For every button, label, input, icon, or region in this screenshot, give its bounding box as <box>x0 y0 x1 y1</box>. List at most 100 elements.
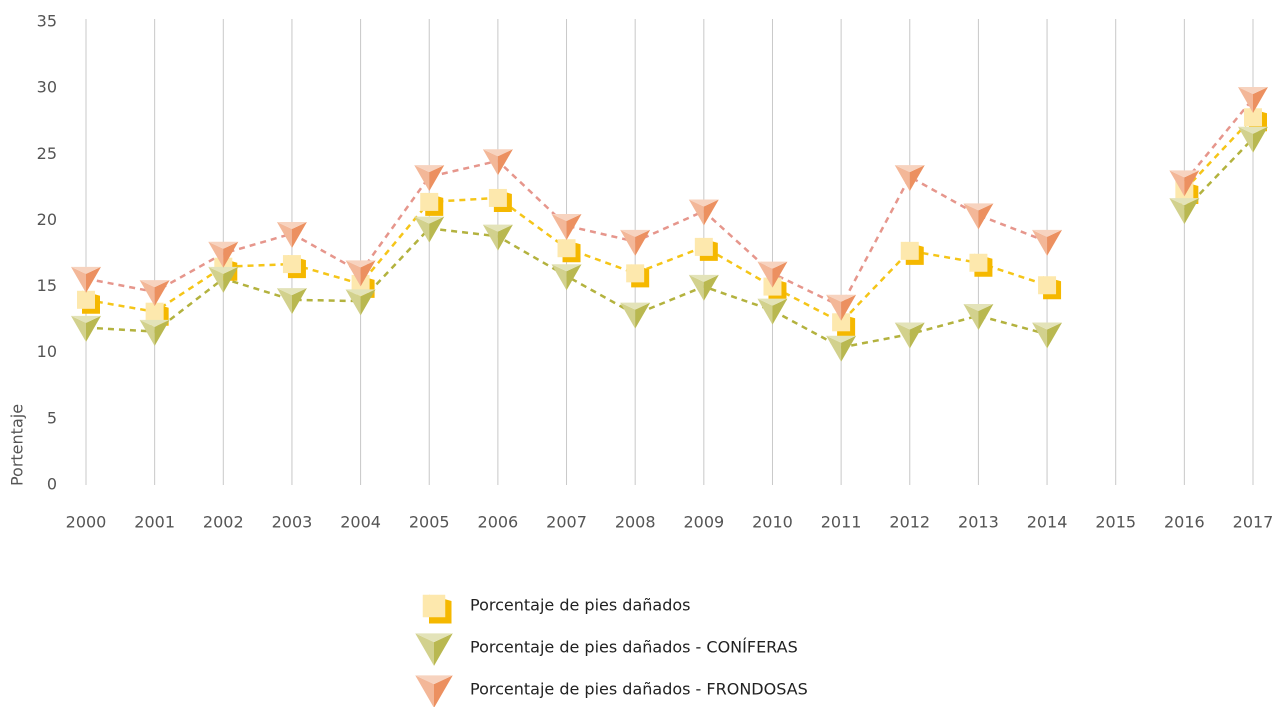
marker-right <box>635 302 651 329</box>
marker-right <box>434 633 453 666</box>
marker-right <box>566 264 582 291</box>
marker-left <box>826 335 842 362</box>
triangle-marker <box>345 289 376 316</box>
series-line <box>85 116 1254 324</box>
marker-left <box>208 241 224 268</box>
marker-top <box>1169 198 1200 206</box>
square-marker <box>626 264 650 288</box>
marker-left <box>551 264 567 291</box>
marker-right <box>429 216 445 243</box>
marker-right <box>566 214 582 241</box>
triangle-marker <box>71 315 101 342</box>
marker-top <box>276 221 307 229</box>
marker-right <box>909 322 925 349</box>
marker-top <box>1169 170 1200 178</box>
triangle-marker <box>620 302 651 329</box>
marker-face <box>77 290 95 309</box>
marker-right <box>154 319 170 346</box>
marker-left <box>482 149 498 176</box>
y-tick-label: 30 <box>37 78 57 97</box>
marker-right <box>772 298 788 325</box>
marker-right <box>86 315 101 342</box>
marker-right <box>1184 170 1200 197</box>
marker-left <box>620 229 636 256</box>
square-marker <box>77 290 100 314</box>
triangle-marker <box>551 214 582 241</box>
y-tick-label: 10 <box>37 342 57 361</box>
marker-top <box>757 298 788 306</box>
square-marker <box>832 313 856 337</box>
marker-right <box>978 303 994 330</box>
marker-left <box>71 266 86 293</box>
marker-face <box>145 302 164 321</box>
marker-right <box>1047 229 1063 256</box>
marker-left <box>620 302 636 329</box>
triangle-marker <box>1238 126 1268 153</box>
square-marker <box>900 241 924 265</box>
marker-top <box>139 319 170 327</box>
x-tick-label: 2002 <box>203 513 244 532</box>
y-tick-label: 25 <box>37 144 57 163</box>
marker-right <box>223 241 239 268</box>
marker-left <box>826 294 842 321</box>
triangle-marker <box>894 322 925 349</box>
triangle-marker <box>688 199 719 226</box>
marker-left <box>139 280 155 307</box>
x-tick-label: 2004 <box>340 513 381 532</box>
marker-right <box>291 221 307 248</box>
marker-top <box>208 241 239 249</box>
legend-label: Porcentaje de pies dañados - CONÍFERAS <box>470 638 798 657</box>
triangle-marker <box>276 288 307 315</box>
marker-top <box>1032 322 1063 330</box>
y-tick-label: 35 <box>37 12 57 31</box>
marker-top <box>71 315 101 323</box>
marker-top <box>345 289 376 297</box>
square-marker <box>1038 276 1062 300</box>
triangle-marker <box>482 224 513 251</box>
marker-left <box>757 298 773 325</box>
marker-right <box>909 165 925 192</box>
marker-face <box>969 253 988 272</box>
marker-right <box>703 199 719 226</box>
x-tick-label: 2012 <box>889 513 930 532</box>
legend-marker <box>415 675 453 707</box>
triangle-marker <box>414 165 445 192</box>
marker-right <box>434 675 453 707</box>
marker-right <box>360 260 376 287</box>
marker-top <box>620 229 651 237</box>
marker-face <box>422 594 446 618</box>
y-tick-label: 0 <box>47 475 57 494</box>
marker-left <box>414 165 430 192</box>
legend-label: Porcentaje de pies dañados <box>470 596 690 615</box>
marker-face <box>557 239 576 258</box>
triangle-marker <box>963 203 994 230</box>
x-tick-label: 2006 <box>478 513 519 532</box>
marker-left <box>415 633 434 666</box>
marker-left <box>1169 198 1185 225</box>
marker-face <box>1244 108 1262 127</box>
square-marker <box>282 255 306 279</box>
marker-right <box>497 149 513 176</box>
x-tick-label: 2003 <box>272 513 313 532</box>
triangle-marker <box>71 266 101 293</box>
marker-top <box>963 303 994 311</box>
marker-top <box>551 264 582 272</box>
marker-left <box>1169 170 1185 197</box>
marker-left <box>1032 229 1048 256</box>
marker-face <box>488 188 507 207</box>
marker-face <box>626 264 645 283</box>
marker-right <box>1253 87 1268 114</box>
x-tick-label: 2011 <box>821 513 862 532</box>
x-tick-label: 2000 <box>66 513 107 532</box>
triangle-marker <box>894 165 925 192</box>
marker-right <box>429 165 445 192</box>
y-axis-label: Portentaje <box>8 404 27 486</box>
triangle-marker <box>1032 322 1063 349</box>
marker-top <box>208 266 239 274</box>
marker-face <box>1038 276 1057 295</box>
triangle-marker <box>139 319 170 346</box>
marker-face <box>694 237 713 256</box>
x-tick-label: 2014 <box>1027 513 1068 532</box>
marker-left <box>894 165 910 192</box>
square-marker <box>420 192 444 216</box>
